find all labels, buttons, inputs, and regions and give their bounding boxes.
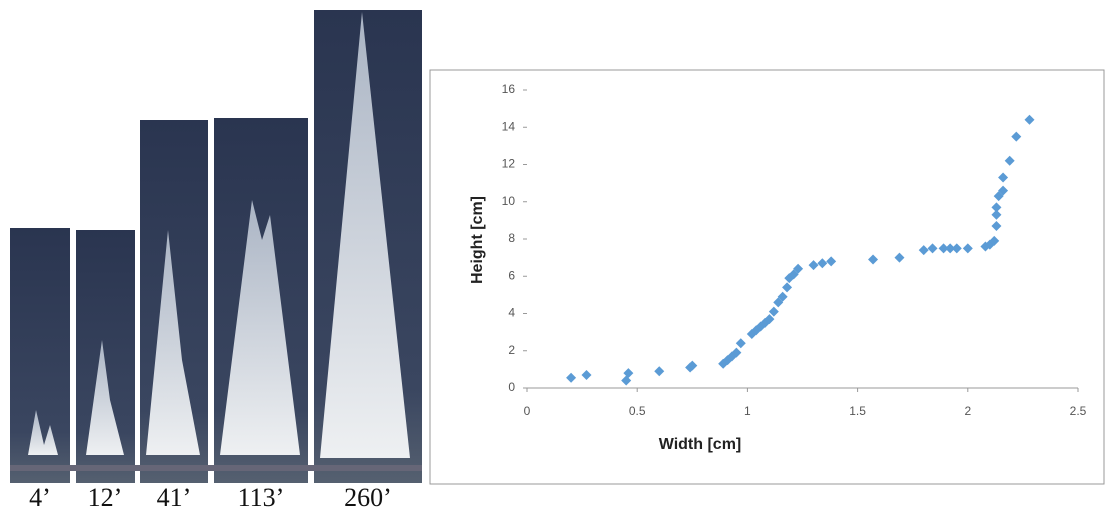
x-axis-title: Width [cm] <box>659 436 742 453</box>
point <box>1024 114 1035 125</box>
x-tick-label: 0.5 <box>629 404 646 418</box>
point <box>918 245 929 256</box>
point <box>808 260 819 271</box>
point <box>623 368 634 379</box>
plume <box>220 200 300 455</box>
photo-label: 260’ <box>344 483 392 512</box>
point <box>621 375 632 386</box>
y-tick-label: 10 <box>502 194 516 208</box>
point <box>998 172 1009 183</box>
y-tick-label: 2 <box>508 343 515 357</box>
point <box>793 263 804 274</box>
photos <box>10 10 422 483</box>
point <box>735 338 746 349</box>
photo-label: 4’ <box>29 483 51 512</box>
point <box>991 202 1002 213</box>
point <box>581 369 592 380</box>
x-tick-label: 2 <box>964 404 971 418</box>
chart-frame <box>429 69 1105 485</box>
x-tick-label: 0 <box>524 404 531 418</box>
y-tick-label: 12 <box>502 157 516 171</box>
point <box>826 256 837 267</box>
photo-label: 12’ <box>88 483 123 512</box>
point <box>951 243 962 254</box>
point <box>782 282 793 293</box>
photo-label: 41’ <box>157 483 192 512</box>
base <box>10 465 422 471</box>
y-tick-label: 0 <box>508 380 515 394</box>
y-tick-label: 4 <box>508 306 515 320</box>
point <box>998 185 1009 196</box>
point <box>817 258 828 269</box>
plume <box>86 340 124 455</box>
x-tick-label: 1.5 <box>849 404 866 418</box>
x-tick-label: 1 <box>744 404 751 418</box>
y-axis-title: Height [cm] <box>469 196 486 284</box>
point <box>989 235 1000 246</box>
plume <box>320 12 410 458</box>
point <box>687 360 698 371</box>
point <box>731 347 742 358</box>
point <box>894 252 905 263</box>
point <box>764 314 775 325</box>
point <box>991 209 1002 220</box>
point <box>777 291 788 302</box>
point <box>566 372 577 383</box>
x-tick-label: 2.5 <box>1070 404 1087 418</box>
y-tick-label: 6 <box>508 268 515 282</box>
point <box>768 306 779 317</box>
photo-label: 113’ <box>238 483 285 512</box>
y-tick-label: 16 <box>502 82 516 96</box>
point <box>654 366 665 377</box>
point <box>938 243 949 254</box>
plume <box>28 410 58 455</box>
point <box>927 243 938 254</box>
point <box>1004 155 1015 166</box>
y-tick-label: 8 <box>508 231 515 245</box>
point <box>868 254 879 265</box>
point <box>991 220 1002 231</box>
point <box>962 243 973 254</box>
point <box>1011 131 1022 142</box>
y-tick-label: 14 <box>502 119 516 133</box>
plume <box>146 230 200 455</box>
point <box>945 243 956 254</box>
